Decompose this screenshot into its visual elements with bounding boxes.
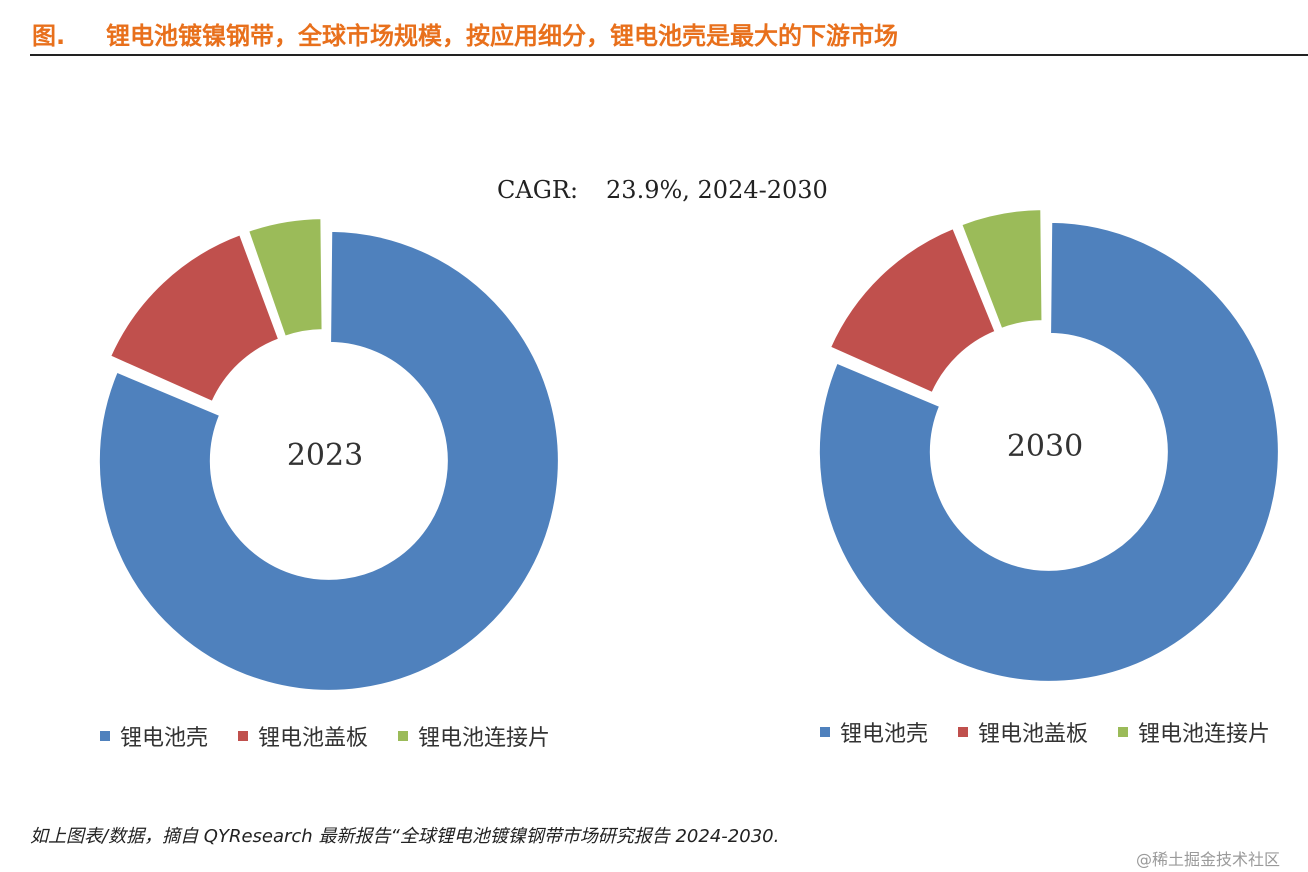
legend-2023: 锂电池壳 锂电池盖板 锂电池连接片: [100, 720, 550, 752]
donut-center-label: 2023: [287, 438, 363, 473]
donut-slice-2030-0: [817, 220, 1280, 683]
donut-chart-2030: 2030: [817, 208, 1280, 683]
donut-center-label: 2030: [1007, 429, 1083, 464]
legend-swatch: [238, 731, 249, 741]
legend-swatch: [1118, 727, 1129, 737]
cagr-annotation: CAGR: 23.9%, 2024-2030: [497, 176, 828, 204]
source-footnote: 如上图表/数据，摘自 QYResearch 最新报告“全球锂电池镀镍钢带市场研究…: [30, 826, 780, 847]
legend-label: 锂电池连接片: [418, 726, 551, 751]
legend-2030: 锂电池壳 锂电池盖板 锂电池连接片: [820, 716, 1270, 748]
legend-item: 锂电池盖板: [958, 716, 1088, 748]
legend-label: 锂电池连接片: [1138, 722, 1271, 747]
donut-slice-2023-2: [246, 217, 324, 338]
donut-slice-2030-1: [828, 226, 997, 395]
legend-swatch: [958, 727, 969, 737]
legend-item: 锂电池壳: [820, 716, 928, 748]
watermark: @稀土掘金技术社区: [1136, 850, 1281, 869]
donut-chart-2023: 2023: [97, 217, 560, 692]
legend-swatch: [820, 727, 830, 737]
donut-slice-2023-1: [108, 233, 281, 404]
legend-label: 锂电池壳: [120, 726, 209, 751]
legend-item: 锂电池连接片: [398, 720, 550, 752]
legend-item: 锂电池盖板: [238, 720, 368, 752]
figure-title: 锂电池镀镍钢带，全球市场规模，按应用细分，锂电池壳是最大的下游市场: [106, 22, 898, 50]
legend-item: 锂电池壳: [100, 720, 208, 752]
legend-label: 锂电池壳: [840, 722, 929, 747]
cagr-label: CAGR:: [497, 176, 579, 204]
cagr-value: 23.9%, 2024-2030: [606, 176, 828, 204]
legend-swatch: [100, 731, 110, 741]
donut-slice-2023-0: [97, 229, 560, 692]
figure-number: 图.: [32, 22, 66, 50]
legend-label: 锂电池盖板: [258, 726, 369, 751]
legend-swatch: [398, 731, 409, 741]
legend-label: 锂电池盖板: [978, 722, 1089, 747]
legend-item: 锂电池连接片: [1118, 716, 1270, 748]
donut-slice-2030-2: [959, 208, 1044, 331]
figure-header: 图. 锂电池镀镍钢带，全球市场规模，按应用细分，锂电池壳是最大的下游市场: [30, 14, 1308, 56]
